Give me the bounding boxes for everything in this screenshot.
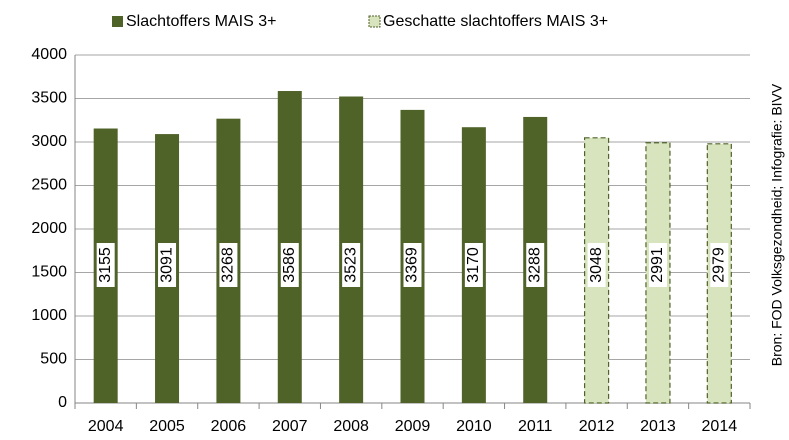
data-label: 3155	[97, 247, 114, 283]
y-tick-label: 1500	[31, 264, 67, 281]
data-label: 3288	[526, 247, 543, 283]
data-label-bg	[403, 243, 422, 287]
x-tick-label: 2009	[395, 418, 431, 435]
data-label: 3048	[588, 247, 605, 283]
data-label-bg	[219, 243, 238, 287]
data-label: 3091	[158, 247, 175, 283]
y-tick-label: 2500	[31, 177, 67, 194]
y-tick-label: 3000	[31, 133, 67, 150]
data-label: 3268	[220, 247, 237, 283]
x-tick-label: 2010	[456, 418, 492, 435]
data-label-bg	[587, 243, 606, 287]
data-label: 3369	[404, 247, 421, 283]
data-label-bg	[526, 243, 545, 287]
x-tick-label: 2014	[702, 418, 738, 435]
x-tick-label: 2006	[211, 418, 247, 435]
x-tick-label: 2013	[640, 418, 676, 435]
x-tick-label: 2012	[579, 418, 615, 435]
data-label-bg	[158, 243, 177, 287]
x-tick-label: 2005	[149, 418, 185, 435]
legend-label: Slachtoffers MAIS 3+	[126, 13, 276, 30]
data-label: 3523	[342, 247, 359, 283]
y-tick-label: 4000	[31, 46, 67, 63]
y-tick-label: 500	[40, 351, 67, 368]
legend-swatch	[112, 16, 123, 27]
legend-swatch	[368, 15, 381, 28]
y-tick-label: 3500	[31, 90, 67, 107]
y-tick-label: 1000	[31, 307, 67, 324]
data-label: 2991	[649, 247, 666, 283]
source-note: Bron: FOD Volksgezondheid; Infografie: B…	[769, 83, 785, 366]
x-tick-label: 2011	[518, 418, 553, 435]
data-label-bg	[710, 243, 729, 287]
data-label-bg	[96, 243, 115, 287]
x-tick-label: 2008	[333, 418, 369, 435]
y-tick-label: 0	[58, 394, 67, 411]
data-label: 3586	[281, 247, 298, 283]
data-label-bg	[648, 243, 667, 287]
x-tick-label: 2004	[88, 418, 124, 435]
data-label: 3170	[465, 247, 482, 283]
data-label-bg	[280, 243, 299, 287]
data-label: 2979	[711, 247, 728, 283]
legend-label: Geschatte slachtoffers MAIS 3+	[383, 13, 608, 30]
x-tick-label: 2007	[272, 418, 308, 435]
y-tick-label: 2000	[31, 220, 67, 237]
data-label-bg	[464, 243, 483, 287]
data-label-bg	[342, 243, 361, 287]
